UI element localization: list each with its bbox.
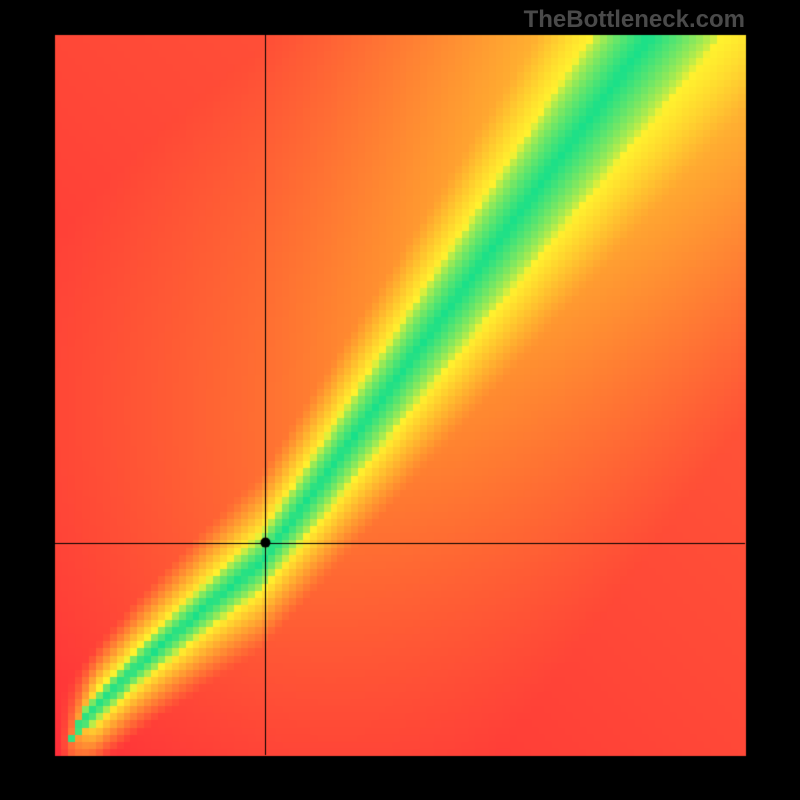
heatmap-canvas [0,0,800,800]
chart-stage: TheBottleneck.com [0,0,800,800]
watermark-text: TheBottleneck.com [524,6,745,34]
